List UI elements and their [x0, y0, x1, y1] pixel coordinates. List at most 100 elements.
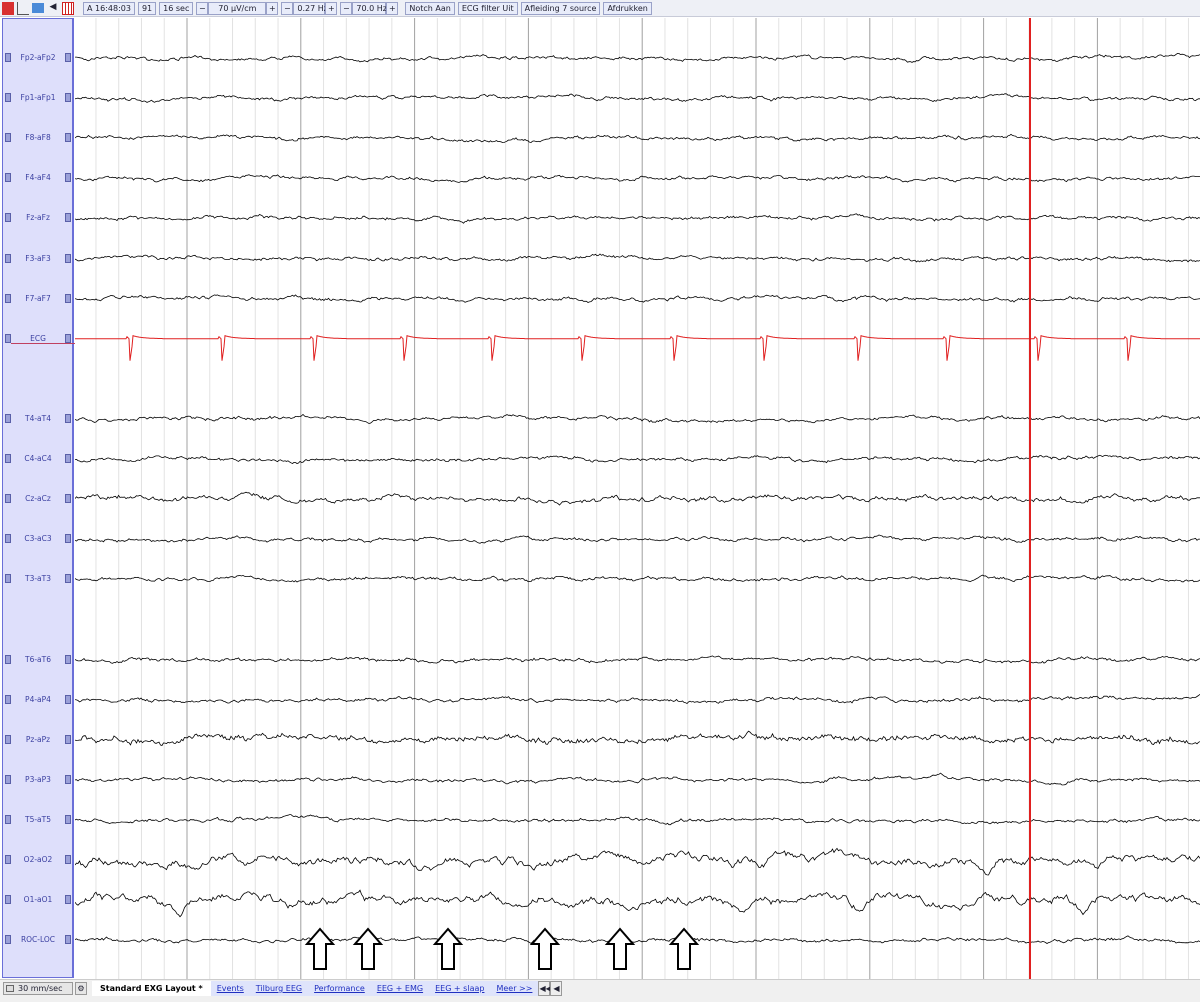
channel-label[interactable]: F3-aF3	[25, 253, 51, 263]
first-page-button[interactable]: ◀◀	[538, 981, 552, 996]
channel-label[interactable]: T5-aT5	[24, 814, 51, 824]
tab-4[interactable]: EEG + EMG	[376, 984, 424, 993]
high-filter-value[interactable]: 70.0 Hz	[352, 1, 387, 15]
high-filter-minus-button[interactable]: −	[340, 1, 353, 15]
channel-collapse-button[interactable]	[5, 654, 11, 664]
channel-label[interactable]: F4-aF4	[25, 173, 51, 183]
channel-label[interactable]: Fp1-aFp1	[20, 93, 56, 103]
channel-expand-button[interactable]	[65, 253, 71, 263]
channel-label[interactable]: T3-aT3	[24, 574, 51, 584]
channel-expand-button[interactable]	[65, 734, 71, 744]
channel-label[interactable]: Fp2-aFp2	[20, 53, 56, 62]
channel-expand-button[interactable]	[65, 53, 71, 62]
high-filter-plus-button[interactable]: +	[386, 1, 399, 15]
channel-expand-button[interactable]	[65, 574, 71, 584]
channel-collapse-button[interactable]	[5, 133, 11, 143]
page-number[interactable]: 91	[137, 1, 157, 15]
channel-label[interactable]: T6-aT6	[24, 654, 51, 664]
channel-expand-button[interactable]	[65, 774, 71, 784]
channel-label[interactable]: Cz-aCz	[25, 494, 51, 504]
channel-label[interactable]: Fz-aFz	[26, 213, 50, 223]
tab-3[interactable]: Performance	[314, 984, 365, 993]
grid-icon[interactable]	[62, 1, 74, 15]
speaker-icon[interactable]: ◀	[49, 1, 57, 12]
channel-expand-button[interactable]	[65, 494, 71, 504]
channel-collapse-button[interactable]	[5, 574, 11, 584]
sensitivity-plus-button[interactable]: +	[266, 1, 279, 15]
channel-collapse-button[interactable]	[5, 734, 11, 744]
channel-collapse-button[interactable]	[5, 413, 11, 423]
eeg-trace	[75, 52, 1200, 63]
minus-icon[interactable]	[6, 985, 14, 992]
channel-collapse-button[interactable]	[5, 53, 11, 62]
channel-label[interactable]: Pz-aPz	[25, 734, 51, 744]
channel-label[interactable]: F7-aF7	[25, 293, 51, 303]
channel-expand-button[interactable]	[65, 293, 71, 303]
channel-expand-button[interactable]	[65, 333, 71, 343]
low-filter-value[interactable]: 0.27 Hz	[293, 1, 328, 15]
channel-collapse-button[interactable]	[5, 774, 11, 784]
low-filter-plus-button[interactable]: +	[325, 1, 338, 15]
channel-collapse-button[interactable]	[5, 935, 11, 945]
channel-collapse-button[interactable]	[5, 213, 11, 223]
channel-expand-button[interactable]	[65, 935, 71, 945]
channel-expand-button[interactable]	[65, 413, 71, 423]
montage-button[interactable]: Afleiding 7 source	[520, 1, 601, 15]
channel-label[interactable]: O2-aO2	[23, 855, 53, 864]
channel-expand-button[interactable]	[65, 454, 71, 463]
channel-collapse-button[interactable]	[5, 814, 11, 824]
channel-label[interactable]: T4-aT4	[24, 413, 51, 423]
channel-collapse-button[interactable]	[5, 253, 11, 263]
channel-expand-button[interactable]	[65, 534, 71, 544]
channel-expand-button[interactable]	[65, 173, 71, 183]
eeg-trace-area[interactable]	[75, 18, 1200, 979]
prev-page-button[interactable]: ◀	[550, 981, 563, 996]
time-display[interactable]: A 16:48:03	[83, 1, 135, 15]
channel-collapse-button[interactable]	[5, 895, 11, 905]
eeg-trace	[75, 534, 1200, 544]
cursor-icon[interactable]	[2, 1, 14, 15]
gear-icon[interactable]: ⚙	[75, 982, 87, 995]
channel-label[interactable]: C3-aC3	[24, 534, 52, 544]
channel-label[interactable]: O1-aO1	[23, 895, 53, 905]
channel-label[interactable]: F8-aF8	[25, 133, 51, 143]
channel-expand-button[interactable]	[65, 93, 71, 103]
channel-collapse-button[interactable]	[5, 333, 11, 343]
chart-icon[interactable]	[17, 1, 29, 15]
channel-expand-button[interactable]	[65, 855, 71, 864]
channel-collapse-button[interactable]	[5, 454, 11, 463]
channel-label[interactable]: ROC-LOC	[20, 935, 56, 945]
channel-collapse-button[interactable]	[5, 494, 11, 504]
channel-expand-button[interactable]	[65, 133, 71, 143]
channel-label[interactable]: ECG	[30, 333, 46, 343]
channel-collapse-button[interactable]	[5, 93, 11, 103]
sensitivity-minus-button[interactable]: −	[196, 1, 209, 15]
print-button[interactable]: Afdrukken	[603, 1, 652, 15]
channel-label[interactable]: C4-aC4	[24, 454, 52, 463]
channel-expand-button[interactable]	[65, 814, 71, 824]
duration-select[interactable]: 16 sec	[159, 1, 194, 15]
channel-label[interactable]: P3-aP3	[25, 774, 51, 784]
folder-icon[interactable]	[32, 3, 44, 13]
channel-label[interactable]: P4-aP4	[25, 694, 51, 704]
sensitivity-value[interactable]: 70 µV/cm	[208, 1, 267, 15]
ecg-filter-button[interactable]: ECG filter Uit	[457, 1, 518, 15]
channel-collapse-button[interactable]	[5, 293, 11, 303]
tab-0[interactable]: Standard EXG Layout *	[92, 981, 211, 996]
channel-collapse-button[interactable]	[5, 694, 11, 704]
channel-collapse-button[interactable]	[5, 534, 11, 544]
channel-expand-button[interactable]	[65, 654, 71, 664]
channel-expand-button[interactable]	[65, 895, 71, 905]
arrow-up-icon	[304, 927, 336, 970]
channel-expand-button[interactable]	[65, 694, 71, 704]
tab-2[interactable]: Tilburg EEG	[255, 984, 303, 993]
tab-1[interactable]: Events	[216, 984, 244, 993]
channel-collapse-button[interactable]	[5, 855, 11, 864]
channel-expand-button[interactable]	[65, 213, 71, 223]
low-filter-minus-button[interactable]: −	[281, 1, 294, 15]
tab-5[interactable]: EEG + slaap	[435, 984, 485, 993]
tab-6[interactable]: Meer >>	[496, 984, 533, 993]
channel-collapse-button[interactable]	[5, 173, 11, 183]
notch-button[interactable]: Notch Aan	[405, 1, 455, 15]
speed-select[interactable]: 30 mm/sec	[3, 982, 73, 995]
